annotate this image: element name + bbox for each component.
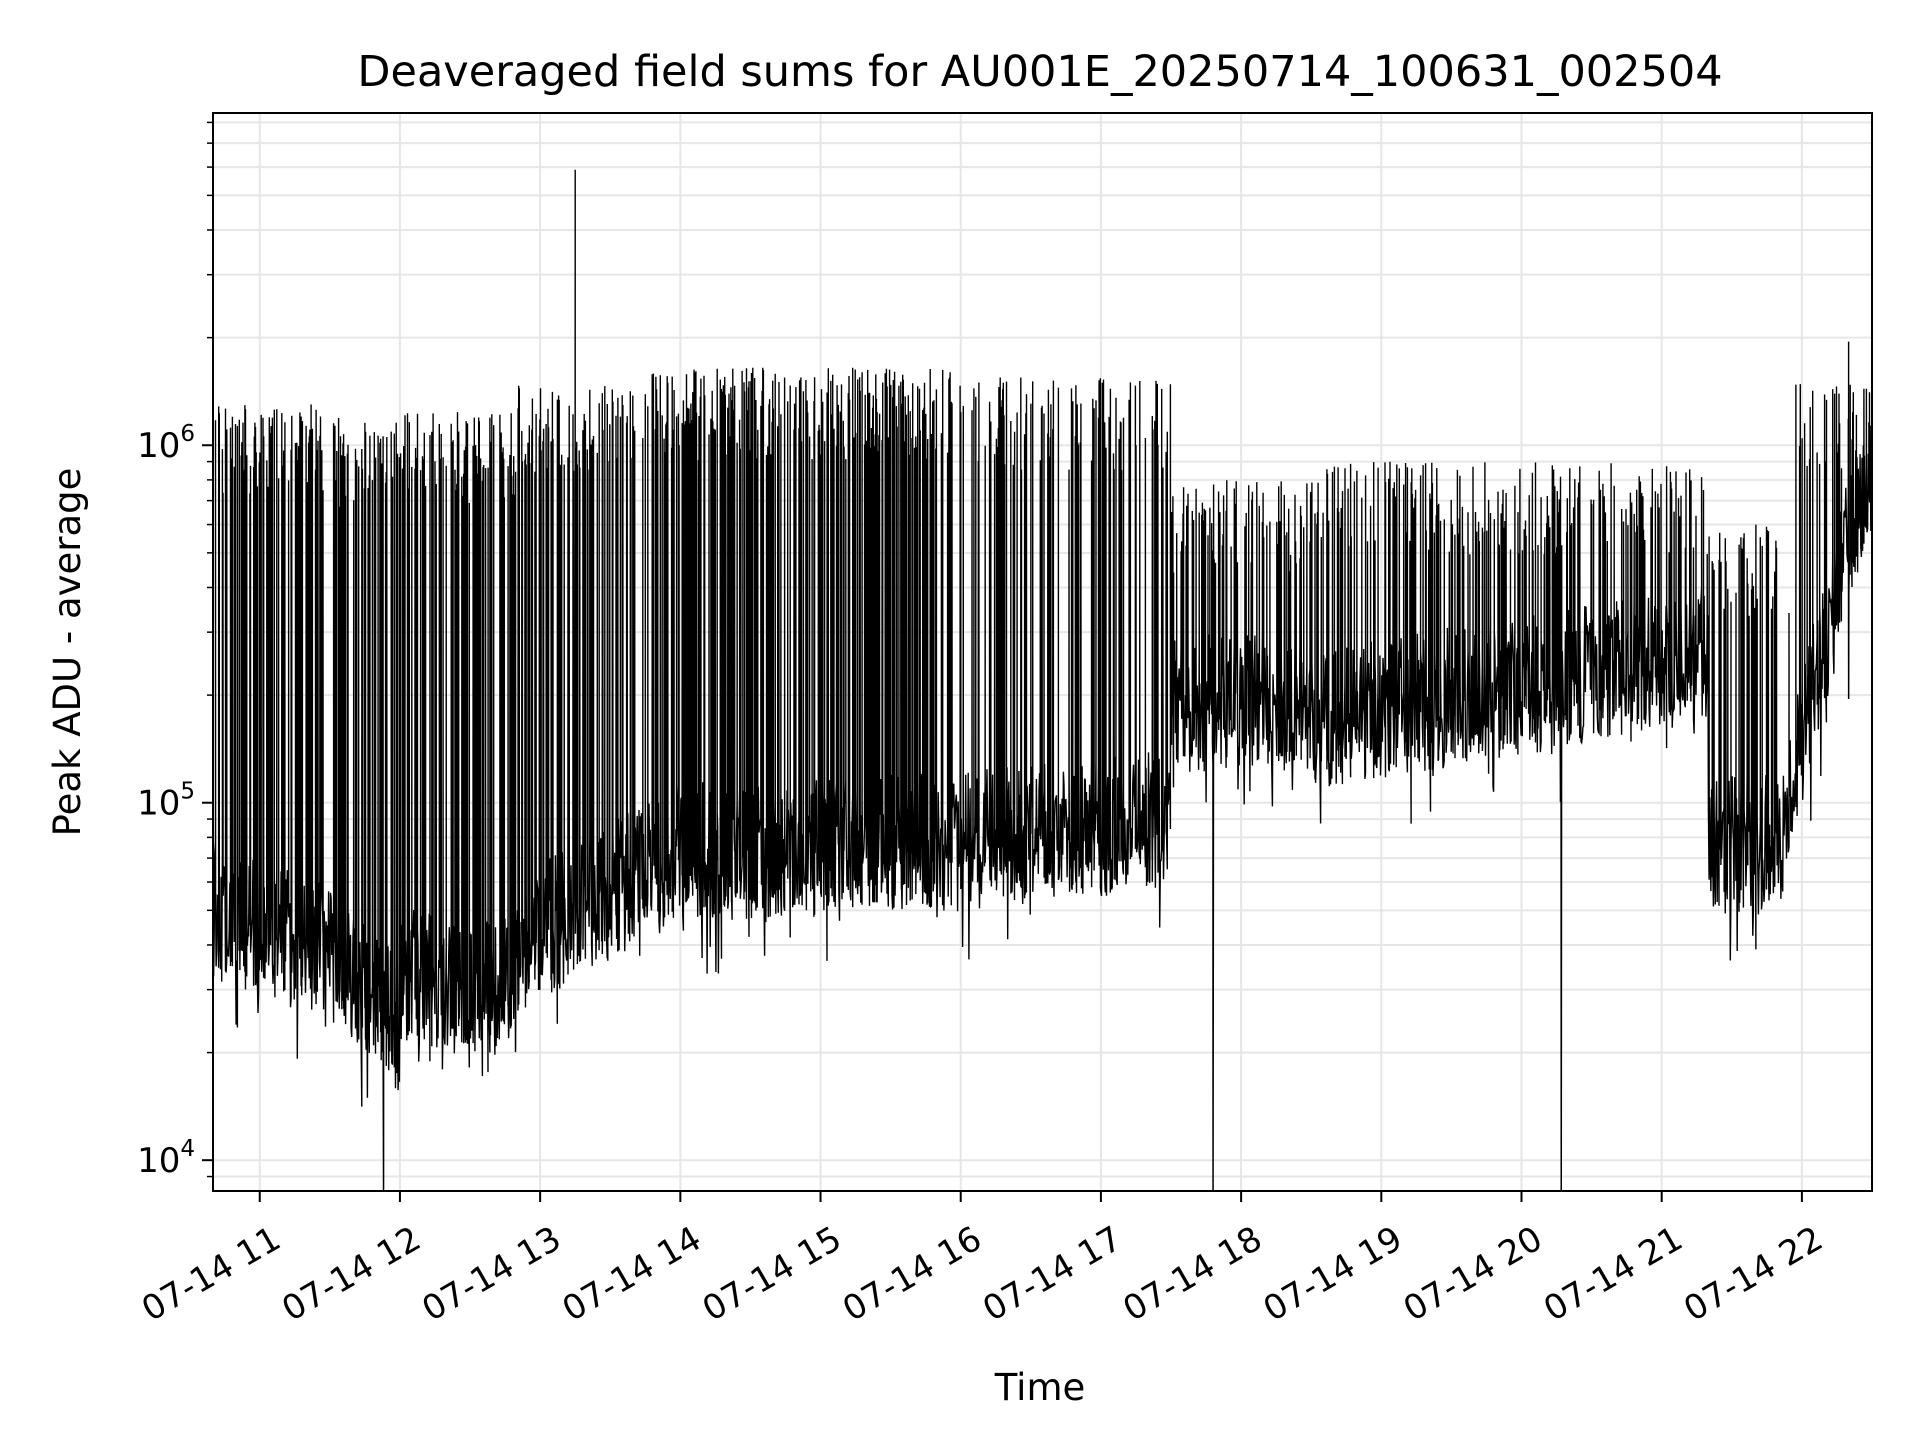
- y-tick-label: 105: [137, 779, 195, 824]
- data-series: [212, 169, 1873, 1192]
- chart-title: Deaveraged field sums for AU001E_2025071…: [357, 47, 1722, 97]
- y-tick-label: 104: [137, 1136, 195, 1181]
- x-axis-label: Time: [994, 1366, 1086, 1409]
- y-axis-label: Peak ADU - average: [46, 468, 89, 837]
- y-axis-ticks: 104 105 106: [137, 121, 213, 1181]
- y-tick-label: 106: [137, 421, 195, 466]
- plot-frame: [212, 112, 1873, 1192]
- series-line: [212, 169, 1873, 1192]
